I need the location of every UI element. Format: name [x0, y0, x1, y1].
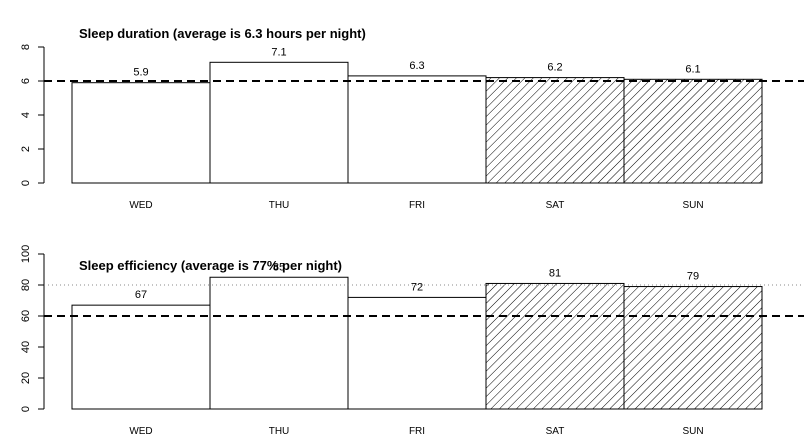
bar-sun: [623, 286, 763, 410]
y-tick-label: 100: [20, 245, 32, 263]
bar-wed: [71, 82, 211, 184]
bar-sun: [623, 78, 763, 184]
y-tick-label: 6: [20, 78, 32, 84]
chart-title: Sleep duration (average is 6.3 hours per…: [79, 26, 366, 41]
bar-thu: [209, 61, 349, 184]
y-axis: 0 20 40 60 80 100: [20, 245, 45, 412]
y-axis: 0 2 4 6 8: [20, 44, 45, 186]
bar-sat: [485, 282, 625, 410]
category-label: FRI: [409, 200, 425, 211]
y-tick-label: 60: [20, 310, 32, 322]
bar-value-label: 72: [411, 281, 423, 293]
category-label: THU: [269, 200, 290, 211]
y-tick-label: 80: [20, 279, 32, 291]
bar-value-label: 6.1: [685, 63, 700, 75]
category-label: SAT: [546, 200, 565, 211]
sleep-efficiency-panel: Sleep efficiency (average is 77% per nig…: [20, 245, 804, 437]
bar-value-label: 6.2: [547, 62, 562, 74]
category-label: FRI: [409, 426, 425, 437]
bar-wed: [71, 304, 211, 410]
bar-value-label: 81: [549, 267, 561, 279]
bar-value-label: 79: [687, 271, 699, 283]
sleep-duration-panel: Sleep duration (average is 6.3 hours per…: [20, 26, 804, 211]
bar-value-label: 85: [273, 261, 285, 273]
bar-value-label: 67: [135, 289, 147, 301]
y-tick-label: 0: [20, 406, 32, 412]
y-tick-label: 20: [20, 372, 32, 384]
bar-fri: [347, 296, 487, 410]
chart-title: Sleep efficiency (average is 77% per nig…: [79, 258, 342, 273]
y-tick-label: 40: [20, 341, 32, 353]
bar-fri: [347, 75, 487, 184]
bar-value-label: 5.9: [133, 67, 148, 79]
category-label: THU: [269, 426, 290, 437]
y-tick-label: 4: [20, 112, 32, 118]
bar-value-label: 6.3: [409, 60, 424, 72]
y-tick-label: 0: [20, 180, 32, 186]
category-label: SUN: [682, 200, 703, 211]
bar-value-label: 7.1: [271, 46, 286, 58]
category-label: SUN: [682, 426, 703, 437]
y-tick-label: 8: [20, 44, 32, 50]
y-tick-label: 2: [20, 146, 32, 152]
bar-thu: [209, 276, 349, 410]
category-label: WED: [129, 200, 152, 211]
category-label: SAT: [546, 426, 565, 437]
category-label: WED: [129, 426, 152, 437]
bar-sat: [485, 77, 625, 184]
